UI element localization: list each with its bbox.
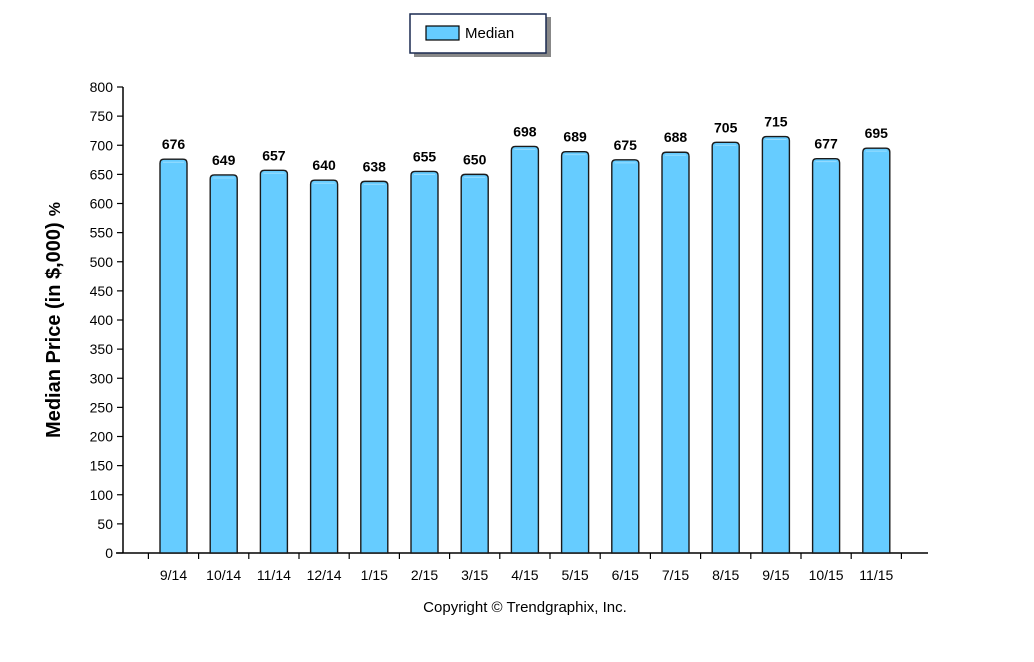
data-label-8-15: 705	[714, 119, 738, 135]
data-labels: 676 649 657 640 638 655 650 698 689 675 688 705 715 6…	[162, 114, 888, 175]
data-label-9-14: 676	[162, 136, 186, 152]
y-tick-label: 750	[90, 108, 114, 124]
y-tick-label: 150	[90, 458, 114, 474]
bar-12-14	[309, 179, 339, 554]
x-tick-labels: 9/14 10/14 11/14 12/14 1/15 2/15 3/15 4/15 5/15 6…	[160, 567, 894, 583]
x-tick-label-11-15: 11/15	[859, 567, 893, 583]
data-label-10-14: 649	[212, 152, 236, 168]
x-tick-label-2-15: 2/15	[411, 567, 438, 583]
y-tick-label: 600	[90, 196, 114, 212]
y-tick-label: 50	[97, 516, 113, 532]
y-tick-label: 250	[90, 399, 114, 415]
y-tick-label: 450	[90, 283, 114, 299]
y-tick-label: 200	[90, 429, 114, 445]
x-tick-label-10-14: 10/14	[206, 567, 241, 583]
x-tick-label-7-15: 7/15	[662, 567, 689, 583]
y-tick-labels: 0 50 100 150 200 250 300 350 400 450 500 550 600 650 7…	[90, 79, 114, 561]
data-label-11-14: 657	[262, 147, 286, 163]
x-tick-label-10-15: 10/15	[809, 567, 844, 583]
bar-3-15	[460, 173, 489, 554]
x-tick-label-12-14: 12/14	[307, 567, 342, 583]
x-tick-label-9-15: 9/15	[762, 567, 789, 583]
bar-11-14	[259, 169, 289, 554]
x-tick-label-11-14: 11/14	[257, 567, 291, 583]
bar-10-14	[209, 174, 238, 554]
y-tick-label: 550	[90, 225, 114, 241]
bar-9-14	[159, 158, 188, 554]
data-label-7-15: 688	[664, 129, 688, 145]
x-tick-label-8-15: 8/15	[712, 567, 739, 583]
bar-10-15	[811, 157, 841, 554]
y-axis-title-suffix: %	[47, 202, 64, 216]
y-tick-label: 0	[105, 545, 113, 561]
y-tick-label: 700	[90, 137, 114, 153]
x-tick-label-4-15: 4/15	[511, 567, 538, 583]
data-label-9-15: 715	[764, 114, 788, 130]
data-label-5-15: 689	[563, 129, 587, 145]
legend-swatch-median	[425, 25, 460, 41]
bar-11-15	[862, 147, 891, 554]
bar-8-15	[711, 141, 740, 554]
data-label-6-15: 675	[614, 137, 638, 153]
y-tick-label: 800	[90, 79, 114, 95]
x-tick-label-6-15: 6/15	[612, 567, 639, 583]
data-label-3-15: 650	[463, 151, 487, 167]
bars	[159, 135, 891, 554]
bar-5-15	[560, 150, 590, 554]
y-tick-label: 300	[90, 370, 114, 386]
y-tick-label: 100	[90, 487, 114, 503]
bar-2-15	[410, 170, 439, 554]
bar-7-15	[661, 151, 690, 554]
y-axis-title: Median Price (in $,000)%	[43, 202, 65, 438]
y-tick-label: 650	[90, 166, 114, 182]
y-tick-label: 400	[90, 312, 114, 328]
bar-6-15	[611, 159, 640, 554]
data-label-2-15: 655	[413, 148, 437, 164]
data-label-12-14: 640	[312, 157, 336, 173]
data-label-1-15: 638	[363, 158, 387, 174]
y-tick-label: 350	[90, 341, 114, 357]
y-tick-label: 500	[90, 254, 114, 270]
legend: Median	[409, 13, 551, 57]
bar-9-15	[761, 135, 791, 554]
bar-1-15	[360, 180, 389, 554]
legend-label-median: Median	[465, 25, 514, 42]
y-axis-title-text: Median Price (in $,000)	[43, 222, 65, 438]
x-tick-label-5-15: 5/15	[561, 567, 588, 583]
x-tick-label-1-15: 1/15	[361, 567, 388, 583]
x-tick-label-3-15: 3/15	[461, 567, 488, 583]
x-tick-label-9-14: 9/14	[160, 567, 187, 583]
bar-4-15	[510, 145, 540, 554]
copyright-text: Copyright © Trendgraphix, Inc.	[423, 599, 627, 616]
data-label-4-15: 698	[513, 123, 537, 139]
data-label-11-15: 695	[865, 125, 889, 141]
data-label-10-15: 677	[814, 136, 838, 152]
